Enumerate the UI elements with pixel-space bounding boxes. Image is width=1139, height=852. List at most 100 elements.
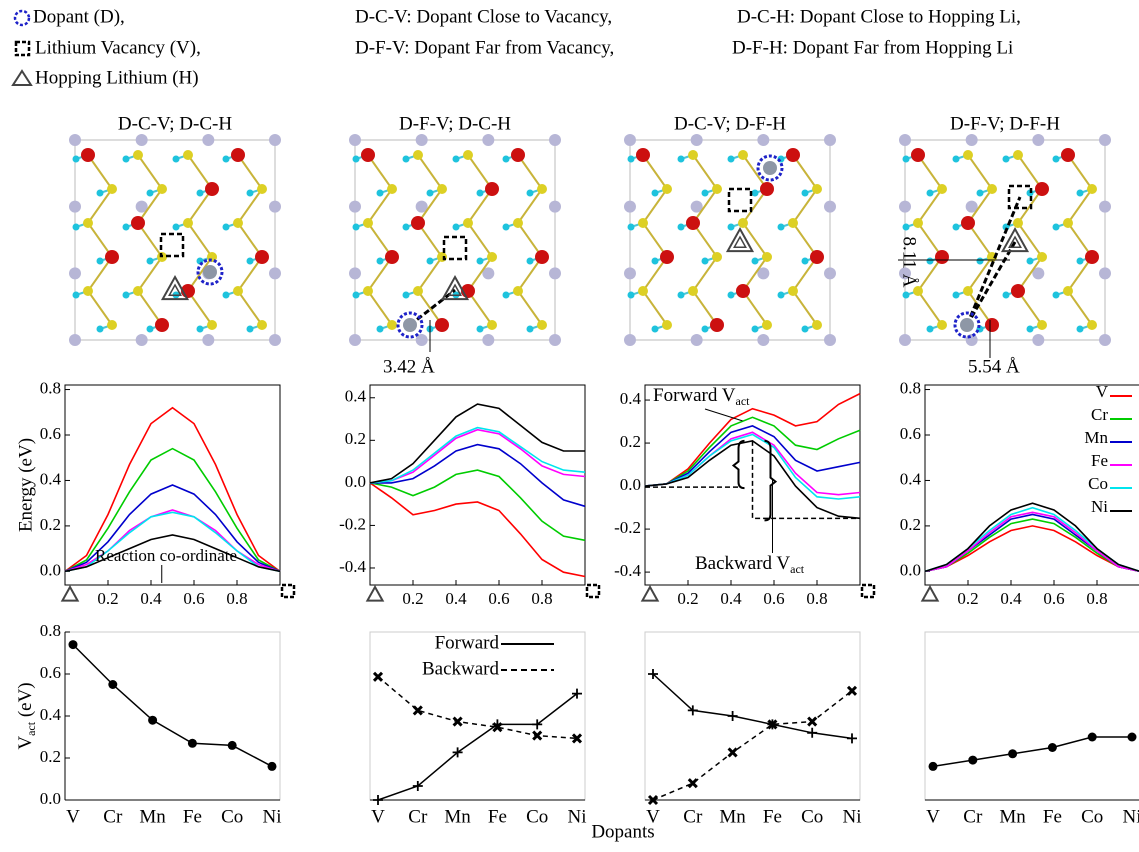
hopping-li (725, 226, 755, 253)
li-atom (1099, 200, 1111, 213)
tm-atom (911, 148, 925, 162)
o-atom (651, 189, 659, 197)
o-atom (677, 223, 685, 231)
annotation: Backward Vact (695, 553, 805, 575)
o-atom (402, 155, 410, 163)
arrow (704, 408, 743, 422)
li-atom (1099, 267, 1111, 280)
marker (847, 733, 857, 744)
marker (572, 688, 582, 699)
o-atom (777, 291, 785, 299)
end-symbol (280, 583, 296, 599)
plot-frame (64, 384, 281, 586)
x-tick-label: 0.8 (806, 589, 827, 608)
li-atom (202, 334, 215, 346)
o-atom (902, 291, 910, 299)
tm-atom (255, 250, 269, 264)
chain (466, 154, 494, 326)
x-tick-label: 0.2 (957, 589, 978, 608)
p-atom (1013, 150, 1023, 160)
o-atom (452, 223, 460, 231)
p-atom (913, 218, 923, 228)
o-atom (701, 189, 709, 197)
marker (1127, 732, 1137, 742)
p-atom (513, 286, 523, 296)
o-atom (352, 155, 360, 163)
vacancy (1007, 184, 1033, 210)
p-atom (788, 218, 798, 228)
o-atom (976, 257, 984, 265)
li-atom (269, 334, 281, 346)
x-tick-label: Fe (183, 806, 202, 827)
li-atom (690, 134, 703, 146)
o-atom (96, 189, 104, 197)
annotation-part: act (790, 562, 805, 576)
marker (648, 669, 658, 679)
y-tick-label: 0.0 (40, 560, 61, 579)
o-atom (122, 223, 130, 231)
li-atom (549, 334, 561, 346)
vacancy (727, 187, 753, 213)
p-atom (738, 218, 748, 228)
dopant (763, 161, 777, 175)
y-tick-label: 0.0 (345, 472, 366, 491)
legend-label: Backward (422, 658, 500, 679)
o-atom (246, 325, 254, 333)
p-atom (913, 286, 923, 296)
x-tick-label: 0.4 (445, 589, 467, 608)
o-atom (801, 325, 809, 333)
tm-atom (760, 182, 774, 196)
li-atom (135, 134, 148, 146)
p-atom (257, 320, 267, 330)
o-atom (677, 155, 685, 163)
hopping-li (733, 235, 747, 248)
li-atom (1032, 334, 1045, 346)
x-tick-label: 0.8 (226, 589, 247, 608)
tm-atom (1035, 182, 1049, 196)
li-atom (624, 267, 636, 280)
marker (267, 761, 277, 771)
o-atom (801, 257, 809, 265)
marker (807, 727, 818, 738)
o-atom (1026, 257, 1034, 265)
structure-title: D-C-V; D-F-H (674, 113, 786, 134)
dopant-ring (953, 311, 981, 339)
x-tick-label: Co (801, 806, 823, 827)
li-atom (899, 134, 911, 146)
li-atom (69, 267, 81, 280)
x-tick-label: 0.6 (183, 589, 204, 608)
p-atom (1063, 218, 1073, 228)
x-tick-label: Co (1081, 806, 1103, 827)
li-atom (415, 200, 428, 213)
o-atom (801, 189, 809, 197)
y-tick-label: 0.6 (40, 424, 61, 443)
chain (136, 154, 164, 326)
x-tick-label: V (66, 806, 80, 827)
bracket (731, 439, 745, 490)
x-tick-label: Cr (683, 806, 703, 827)
plot-frame (924, 631, 1139, 801)
dopant (960, 318, 974, 332)
o-atom (452, 155, 460, 163)
marker (227, 740, 237, 750)
dopant-ring (196, 258, 224, 286)
series-line (924, 502, 1139, 573)
series-line (64, 484, 281, 573)
y-tick-label: 0.0 (900, 560, 921, 579)
x-tick-label: Co (221, 806, 243, 827)
tm-atom (231, 148, 245, 162)
p-atom (207, 320, 217, 330)
y-tick-label: 0.8 (40, 621, 61, 640)
plot-frame (644, 384, 861, 586)
tm-atom (411, 216, 425, 230)
vacancy (442, 235, 468, 261)
li-atom (757, 334, 770, 346)
y-axis-label-part: V (15, 736, 36, 750)
marker (373, 795, 383, 805)
structure-title: D-F-V; D-C-H (399, 113, 511, 134)
li-atom (757, 267, 770, 280)
p-atom (157, 184, 167, 194)
marker (846, 685, 858, 696)
tm-atom (535, 250, 549, 264)
li-atom (269, 267, 281, 280)
